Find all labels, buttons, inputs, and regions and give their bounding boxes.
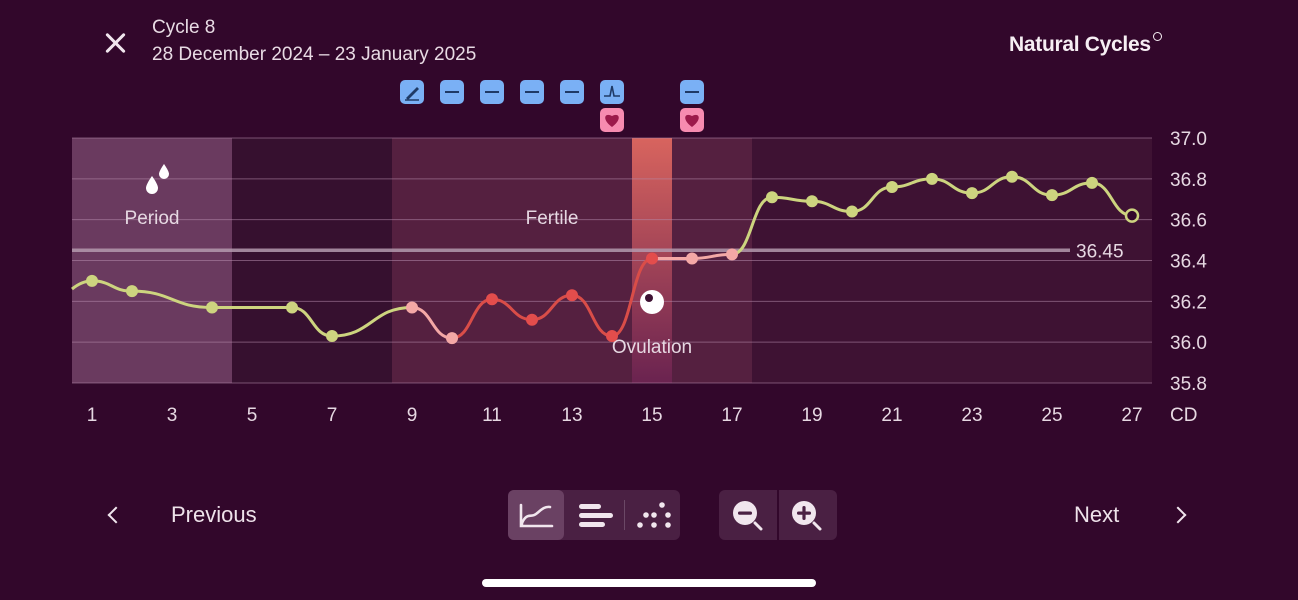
series-line-segment	[131, 289, 213, 309]
dash-icon	[480, 80, 504, 104]
x-tick-label: 19	[801, 405, 822, 426]
data-point	[126, 285, 138, 298]
data-point	[1124, 208, 1140, 223]
next-button[interactable]: Next	[1074, 502, 1120, 527]
data-point	[846, 205, 858, 218]
x-tick-label: 23	[961, 405, 982, 426]
x-tick-label: 5	[247, 405, 258, 426]
bars-icon	[579, 504, 613, 527]
data-point	[766, 191, 778, 204]
y-tick-label: 36.0	[1170, 333, 1207, 354]
previous-button[interactable]: Previous	[171, 502, 257, 527]
data-point	[646, 252, 658, 265]
chevron-right-icon[interactable]	[1170, 504, 1192, 526]
dash-icon	[560, 80, 584, 104]
data-point	[1086, 176, 1098, 189]
data-point	[406, 301, 418, 314]
brand-ring-icon	[1152, 32, 1162, 41]
data-point	[966, 187, 978, 200]
data-point	[446, 332, 458, 345]
scatter-icon	[637, 502, 671, 528]
data-point	[326, 330, 338, 343]
x-unit-label: CD	[1170, 405, 1197, 426]
data-point	[486, 293, 498, 306]
cycle-title: Cycle 8	[152, 17, 216, 38]
x-tick-label: 27	[1121, 405, 1142, 426]
blood-drops-icon	[146, 164, 169, 194]
x-tick-label: 1	[87, 405, 98, 426]
home-indicator[interactable]	[482, 579, 816, 587]
x-tick-label: 15	[641, 405, 662, 426]
fertile-label: Fertile	[526, 208, 579, 229]
data-point	[1006, 170, 1018, 183]
series-line-segment	[331, 305, 413, 338]
zoom-out-button[interactable]	[719, 490, 777, 540]
x-tick-label: 9	[407, 405, 418, 426]
data-point	[1046, 189, 1058, 202]
zoom-divider	[777, 490, 779, 540]
data-point	[686, 252, 698, 265]
x-tick-label: 17	[721, 405, 742, 426]
y-tick-label: 37.0	[1170, 129, 1207, 150]
dash-icon	[440, 80, 464, 104]
lh-test-icon	[600, 80, 624, 104]
data-point	[806, 195, 818, 208]
view-divider	[624, 500, 625, 530]
zoom-in-icon	[792, 501, 822, 531]
data-point	[286, 301, 298, 314]
line-graph-view-button[interactable]	[508, 490, 564, 540]
data-point	[86, 274, 98, 287]
data-point	[526, 313, 538, 326]
data-point	[606, 330, 618, 343]
line-graph-icon	[519, 503, 554, 528]
data-point	[206, 301, 218, 314]
zoom-out-icon	[733, 501, 763, 531]
x-tick-label: 21	[881, 405, 902, 426]
x-tick-label: 25	[1041, 405, 1062, 426]
brand-logo: Natural Cycles	[1009, 32, 1162, 57]
egg-icon	[640, 290, 664, 314]
temperature-chart: 37.036.836.636.436.236.035.836.451 3 5 7 9 11…	[71, 80, 1207, 426]
y-tick-label: 35.8	[1170, 374, 1207, 395]
coverline-label: 36.45	[1076, 241, 1124, 262]
cycle-dates: 28 December 2024 – 23 January 2025	[152, 44, 477, 65]
dash-icon	[520, 80, 544, 104]
data-point	[566, 289, 578, 302]
x-tick-label: 13	[561, 405, 582, 426]
heart-icon	[680, 108, 704, 132]
zoom-in-button[interactable]	[779, 490, 837, 540]
series-line-segment	[611, 256, 653, 338]
y-tick-label: 36.8	[1170, 170, 1207, 191]
chevron-left-icon[interactable]	[104, 504, 126, 526]
dash-icon	[680, 80, 704, 104]
bars-view-button[interactable]	[568, 490, 624, 540]
y-tick-label: 36.6	[1170, 211, 1207, 232]
view-toggle-group	[508, 490, 680, 540]
pen-icon	[400, 80, 424, 104]
ovulation-label: Ovulation	[612, 337, 692, 358]
data-point	[726, 248, 738, 261]
x-tick-label: 3	[167, 405, 178, 426]
data-point	[926, 172, 938, 185]
period-label: Period	[125, 208, 180, 229]
heart-icon	[600, 108, 624, 132]
zoom-group	[719, 490, 837, 540]
data-point	[886, 181, 898, 193]
x-tick-label: 11	[482, 405, 502, 426]
scatter-view-button[interactable]	[626, 490, 682, 540]
y-tick-label: 36.2	[1170, 292, 1207, 313]
y-tick-label: 36.4	[1170, 252, 1207, 273]
x-tick-label: 7	[327, 405, 338, 426]
